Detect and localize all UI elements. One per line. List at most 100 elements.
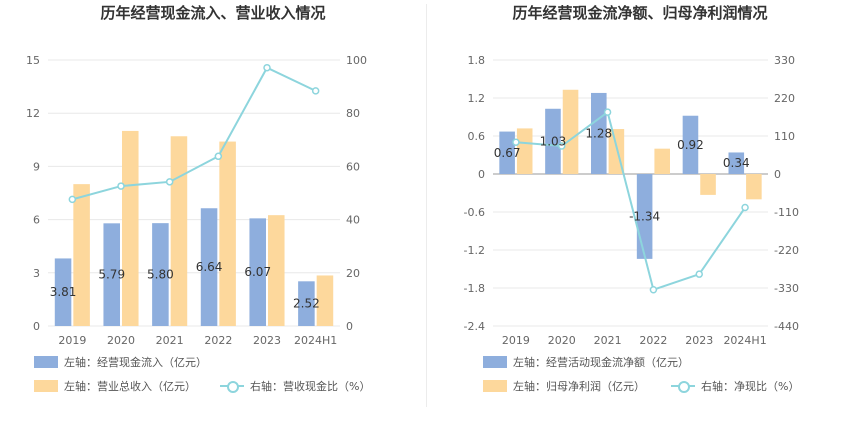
line-point[interactable] xyxy=(695,270,703,278)
left-axis-tick-label: -2.4 xyxy=(464,320,485,333)
bar-primary[interactable] xyxy=(249,218,266,326)
legend-item-cash-inflow[interactable]: 左轴：经营现金流入（亿元） xyxy=(34,354,207,370)
left-axis-tick-label: -0.6 xyxy=(464,206,485,219)
left-axis-tick-label: 12 xyxy=(26,107,40,120)
bar-secondary[interactable] xyxy=(746,174,762,200)
bar-secondary[interactable] xyxy=(122,130,139,326)
left-axis-tick-label: 1.8 xyxy=(468,54,486,67)
right-axis-tick-label: 110 xyxy=(774,130,795,143)
line-point[interactable] xyxy=(214,152,223,161)
right-axis-tick-label: 220 xyxy=(774,92,795,105)
bar-primary[interactable] xyxy=(152,223,169,326)
bar-value-label: 2.52 xyxy=(293,297,320,311)
bar-value-label: 6.64 xyxy=(196,260,223,274)
left-axis-tick-label: 6 xyxy=(33,214,40,227)
right-axis-tick-label: 40 xyxy=(346,214,360,227)
x-axis-category-label: 2021 xyxy=(156,334,184,347)
right-axis-tick-label: -110 xyxy=(774,206,799,219)
right-axis-tick-label: -440 xyxy=(774,320,799,333)
bar-secondary[interactable] xyxy=(654,148,670,174)
legend-item-net-cash-flow[interactable]: 左轴：经营活动现金流净额（亿元） xyxy=(483,354,689,370)
x-axis-category-label: 2020 xyxy=(107,334,135,347)
bar-value-label: 0.67 xyxy=(494,146,521,160)
x-axis-category-label: 2024H1 xyxy=(294,334,337,347)
ratio-line xyxy=(72,66,317,201)
bar-primary[interactable] xyxy=(545,108,561,174)
x-axis-category-label: 2024H1 xyxy=(723,334,766,347)
right-axis-tick-label: -220 xyxy=(774,244,799,257)
bar-primary[interactable] xyxy=(54,258,72,326)
bar-secondary[interactable] xyxy=(700,174,716,195)
bar-value-label: 1.28 xyxy=(585,126,612,140)
bar-secondary[interactable] xyxy=(516,128,533,174)
right-axis-tick-label: 100 xyxy=(346,54,367,67)
legend-label: 右轴：净现比（%） xyxy=(701,380,800,393)
line-point[interactable] xyxy=(68,195,77,204)
bar-value-label: -1.34 xyxy=(629,209,660,223)
bar-secondary[interactable] xyxy=(170,136,188,326)
x-axis-category-label: 2019 xyxy=(58,334,86,347)
legend-swatch xyxy=(34,356,58,368)
x-axis-category-label: 2021 xyxy=(594,334,622,347)
left-axis-tick-label: 0 xyxy=(478,168,485,181)
x-axis-category-label: 2023 xyxy=(685,334,713,347)
bar-primary[interactable] xyxy=(682,115,699,174)
bar-secondary[interactable] xyxy=(316,275,334,326)
line-point[interactable] xyxy=(649,285,658,294)
line-point[interactable] xyxy=(165,178,174,186)
line-point[interactable] xyxy=(311,87,320,95)
line-point[interactable] xyxy=(512,138,520,146)
line-point[interactable] xyxy=(741,203,749,212)
right-axis-tick-label: 80 xyxy=(346,107,360,120)
bar-primary[interactable] xyxy=(499,131,515,174)
left-axis-tick-label: 15 xyxy=(26,54,40,67)
bar-value-label: 1.03 xyxy=(540,134,567,148)
legend-label: 左轴：归母净利润（亿元） xyxy=(513,380,645,393)
x-axis-category-label: 2022 xyxy=(204,334,232,347)
line-point[interactable] xyxy=(603,108,612,116)
bar-value-label: 5.79 xyxy=(98,268,125,282)
bar-value-label: 0.34 xyxy=(723,156,750,170)
bar-value-label: 6.07 xyxy=(244,265,271,279)
bar-value-label: 0.92 xyxy=(677,138,704,152)
left-axis-tick-label: 1.2 xyxy=(468,92,486,105)
panel-divider xyxy=(426,4,427,407)
left-axis-tick-label: 9 xyxy=(33,160,40,173)
bar-primary[interactable] xyxy=(728,152,745,174)
bar-primary[interactable] xyxy=(591,92,607,174)
legend-label: 右轴：营收现金比（%） xyxy=(250,380,371,393)
bar-secondary[interactable] xyxy=(562,89,579,174)
x-axis-category-label: 2019 xyxy=(502,334,530,347)
right-axis-tick-label: -330 xyxy=(774,282,799,295)
bar-primary[interactable] xyxy=(200,208,218,326)
bar-primary[interactable] xyxy=(298,281,315,326)
legend-item-net-cash-ratio[interactable]: 右轴：净现比（%） xyxy=(671,378,799,394)
left-axis-tick-label: -1.2 xyxy=(464,244,485,257)
x-axis-category-label: 2022 xyxy=(639,334,667,347)
chart-title-right: 历年经营现金流净额、归母净利润情况 xyxy=(512,4,768,22)
legend-item-cash-revenue-ratio[interactable]: 右轴：营收现金比（%） xyxy=(220,378,370,394)
bar-secondary[interactable] xyxy=(219,141,236,326)
legend-line-marker-icon xyxy=(220,380,244,393)
bar-value-label: 5.80 xyxy=(147,268,174,282)
line-point[interactable] xyxy=(558,142,566,150)
bar-value-label: 3.81 xyxy=(50,285,77,299)
x-axis-category-label: 2020 xyxy=(548,334,576,347)
line-point[interactable] xyxy=(117,182,125,190)
line-point[interactable] xyxy=(263,63,271,72)
bar-secondary[interactable] xyxy=(268,215,285,326)
right-axis-tick-label: 0 xyxy=(346,320,353,333)
bar-primary[interactable] xyxy=(103,223,120,326)
x-axis-category-label: 2023 xyxy=(253,334,281,347)
left-axis-tick-label: 0 xyxy=(33,320,40,333)
legend-label: 左轴：经营活动现金流净额（亿元） xyxy=(513,356,689,369)
legend-item-net-profit[interactable]: 左轴：归母净利润（亿元） xyxy=(483,378,645,394)
ratio-line xyxy=(515,110,746,292)
right-axis-tick-label: 60 xyxy=(346,160,360,173)
left-axis-tick-label: -1.8 xyxy=(464,282,485,295)
legend-item-revenue[interactable]: 左轴：营业总收入（亿元） xyxy=(34,378,196,394)
bar-secondary[interactable] xyxy=(73,184,90,326)
right-axis-tick-label: 20 xyxy=(346,267,360,280)
